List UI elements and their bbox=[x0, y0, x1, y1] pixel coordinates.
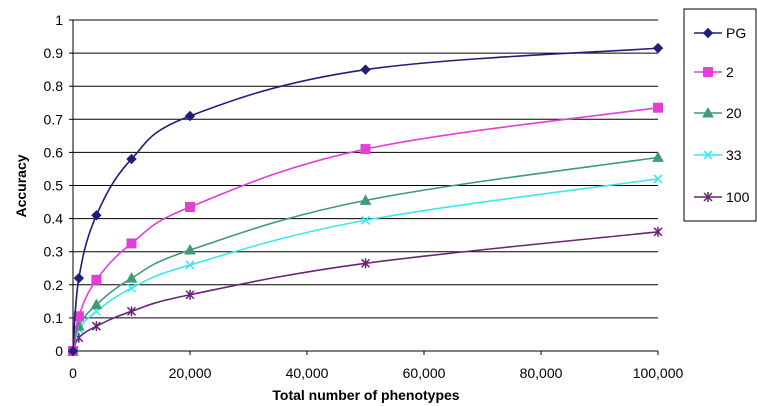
legend-item-2: 2 bbox=[694, 64, 734, 80]
legend-item-100: 100 bbox=[694, 189, 750, 205]
series-line-20 bbox=[72, 156, 659, 352]
legend-marker-PG bbox=[702, 27, 714, 39]
series-PG bbox=[67, 42, 664, 357]
x-tick-label-1: 20,000 bbox=[169, 365, 212, 381]
point-33-6 bbox=[653, 174, 663, 184]
x-tick-label-4: 80,000 bbox=[520, 365, 563, 381]
legend-box bbox=[683, 8, 757, 222]
y-tick-label-2: 0.2 bbox=[44, 277, 64, 293]
legend-label-20: 20 bbox=[726, 105, 742, 121]
y-tick-label-6: 0.6 bbox=[44, 144, 64, 160]
point-20-3 bbox=[125, 272, 138, 283]
point-2-2 bbox=[91, 274, 102, 285]
y-tick-label-9: 0.9 bbox=[44, 45, 64, 61]
point-PG-6 bbox=[652, 42, 664, 54]
y-tick-label-0: 0 bbox=[55, 343, 63, 359]
series-line-2 bbox=[72, 106, 659, 352]
point-100-3 bbox=[126, 306, 137, 317]
point-33-3 bbox=[126, 283, 137, 293]
series-33 bbox=[68, 174, 663, 356]
y-tick-label-10: 1 bbox=[55, 12, 63, 28]
point-2-4 bbox=[185, 202, 195, 213]
legend-label-33: 33 bbox=[726, 147, 742, 163]
y-tick-label-3: 0.3 bbox=[44, 244, 64, 260]
point-2-5 bbox=[360, 144, 371, 155]
series-20 bbox=[67, 151, 664, 356]
legend-item-PG: PG bbox=[694, 25, 746, 41]
series-line-100 bbox=[72, 231, 659, 352]
y-tick-label-8: 0.8 bbox=[44, 78, 64, 94]
series-group bbox=[67, 42, 664, 357]
point-PG-3 bbox=[126, 153, 137, 165]
legend-marker-20 bbox=[702, 106, 714, 118]
point-PG-4 bbox=[184, 110, 196, 122]
legend-marker-33 bbox=[703, 150, 713, 160]
series-line-PG bbox=[72, 47, 659, 352]
y-axis-title: Accuracy bbox=[13, 154, 29, 217]
point-PG-2 bbox=[91, 210, 102, 221]
x-tick-label-3: 60,000 bbox=[403, 365, 446, 381]
series-line-33 bbox=[72, 178, 659, 352]
series-100 bbox=[68, 226, 663, 356]
series-2 bbox=[68, 102, 663, 356]
point-2-3 bbox=[126, 238, 137, 249]
point-PG-0 bbox=[67, 345, 79, 357]
x-tick-labels: 0 20,000 40,000 60,000 80,000 100,000 bbox=[69, 365, 683, 381]
point-33-4 bbox=[185, 260, 195, 270]
point-2-6 bbox=[653, 102, 663, 113]
point-PG-5 bbox=[360, 64, 371, 75]
legend-label-100: 100 bbox=[726, 189, 750, 205]
point-20-5 bbox=[359, 194, 372, 205]
point-20-6 bbox=[652, 151, 664, 162]
point-20-2 bbox=[90, 298, 103, 310]
point-100-2 bbox=[91, 321, 101, 332]
y-tick-label-1: 0.1 bbox=[44, 310, 64, 326]
y-tick-label-7: 0.7 bbox=[44, 111, 64, 127]
x-tick-label-0: 0 bbox=[69, 365, 77, 381]
x-tick-label-5: 100,000 bbox=[633, 365, 684, 381]
legend: PG 2 20 33 100 bbox=[683, 8, 757, 222]
legend-marker-2 bbox=[703, 67, 713, 77]
point-33-5 bbox=[360, 215, 371, 225]
legend-item-33: 33 bbox=[694, 147, 742, 163]
legend-label-2: 2 bbox=[726, 64, 734, 80]
y-tick-label-5: 0.5 bbox=[44, 178, 64, 194]
point-PG-1 bbox=[73, 272, 85, 284]
legend-marker-100 bbox=[703, 192, 713, 202]
point-100-5 bbox=[360, 258, 371, 269]
x-tick-label-2: 40,000 bbox=[286, 365, 329, 381]
point-100-6 bbox=[653, 226, 663, 237]
y-tick-labels: 0 0.1 0.2 0.3 0.4 0.5 0.6 0.7 0.8 0.9 1 bbox=[44, 12, 64, 359]
point-100-4 bbox=[185, 289, 195, 300]
point-20-4 bbox=[184, 244, 196, 255]
x-axis-title: Total number of phenotypes bbox=[272, 387, 459, 403]
legend-label-PG: PG bbox=[726, 25, 746, 41]
legend-item-20: 20 bbox=[694, 105, 742, 121]
y-tick-label-4: 0.4 bbox=[44, 211, 64, 227]
